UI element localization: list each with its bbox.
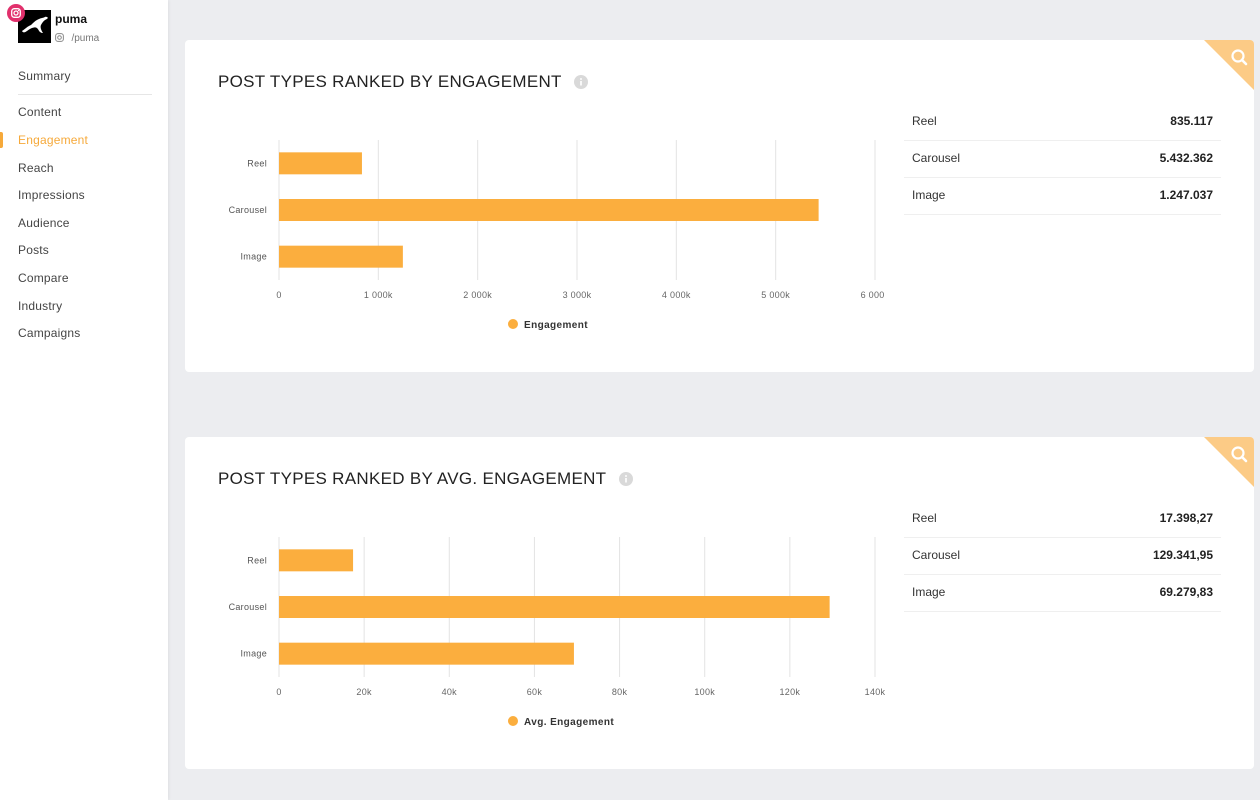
x-tick-label: 1 000k (364, 290, 393, 300)
x-tick-label: 2 000k (463, 290, 492, 300)
engagement-values-table: Reel 835.117 Carousel 5.432.362 Image 1.… (904, 104, 1221, 215)
bar (279, 199, 819, 221)
x-tick-label: 60k (527, 687, 543, 697)
row-label: Reel (912, 511, 937, 525)
y-category-label: Reel (247, 555, 267, 565)
table-row: Image 1.247.037 (904, 178, 1221, 215)
y-category-label: Image (240, 649, 267, 659)
nav-item-campaigns[interactable]: Campaigns (18, 326, 81, 340)
row-value: 5.432.362 (1159, 151, 1213, 165)
y-category-label: Carousel (229, 205, 267, 215)
table-row: Reel 835.117 (904, 104, 1221, 141)
sidebar: puma /puma Summary Content Engagement Re… (0, 0, 168, 800)
chart-legend: Avg. Engagement (508, 716, 614, 728)
y-category-label: Carousel (229, 602, 267, 612)
legend-marker (508, 319, 518, 329)
search-icon (1231, 49, 1248, 66)
row-value: 17.398,27 (1159, 511, 1213, 525)
x-tick-label: 0 (276, 687, 281, 697)
x-tick-label: 4 000k (662, 290, 691, 300)
avg-engagement-chart: 0 20k 40k 60k 80k 100k 120k 140k Reel Carousel Ima… (205, 522, 885, 747)
avg-engagement-values-table: Reel 17.398,27 Carousel 129.341,95 Image… (904, 501, 1221, 612)
bar (279, 549, 354, 572)
nav-item-reach[interactable]: Reach (18, 161, 54, 175)
row-value: 835.117 (1170, 114, 1213, 128)
search-corner-button[interactable] (1204, 40, 1254, 90)
x-tick-label: 80k (612, 687, 628, 697)
profile-name: puma (55, 12, 88, 26)
card-title: POST TYPES RANKED BY ENGAGEMENT (218, 72, 562, 91)
x-tick-label: 3 000k (563, 290, 592, 300)
row-value: 69.279,83 (1159, 585, 1213, 599)
table-row: Image 69.279,83 (904, 575, 1221, 612)
nav-active-indicator (0, 132, 3, 148)
puma-logo-icon (22, 16, 48, 33)
legend-label: Engagement (524, 320, 588, 331)
card-title: POST TYPES RANKED BY AVG. ENGAGEMENT (218, 469, 607, 488)
x-tick-label: 20k (356, 687, 372, 697)
nav-item-audience[interactable]: Audience (18, 216, 70, 230)
legend-label: Avg. Engagement (524, 717, 614, 728)
y-category-label: Image (240, 252, 267, 262)
nav-item-impressions[interactable]: Impressions (18, 188, 85, 202)
y-category-label: Reel (247, 158, 267, 168)
search-icon (1231, 446, 1248, 463)
x-tick-label: 140k (865, 687, 885, 697)
x-tick-label: 40k (442, 687, 458, 697)
info-icon[interactable] (574, 75, 589, 89)
x-tick-label: 6 000k (861, 290, 885, 300)
x-tick-label: 0 (276, 290, 281, 300)
row-label: Image (912, 188, 946, 202)
bar (279, 152, 362, 175)
table-row: Carousel 5.432.362 (904, 141, 1221, 178)
avg-engagement-card: POST TYPES RANKED BY AVG. ENGAGEMENT 0 20… (185, 437, 1254, 769)
x-tick-label: 100k (694, 687, 715, 697)
engagement-card: POST TYPES RANKED BY ENGAGEMENT 0 1 000k 2… (185, 40, 1254, 372)
nav-divider (18, 94, 152, 95)
nav-item-compare[interactable]: Compare (18, 271, 69, 285)
nav-item-summary[interactable]: Summary (18, 69, 71, 83)
row-label: Reel (912, 114, 937, 128)
row-label: Carousel (912, 151, 961, 165)
instagram-badge-icon (7, 4, 25, 22)
table-row: Reel 17.398,27 (904, 501, 1221, 538)
row-value: 129.341,95 (1152, 548, 1213, 562)
x-tick-label: 5 000k (761, 290, 790, 300)
nav-item-content[interactable]: Content (18, 105, 62, 119)
row-label: Image (912, 585, 946, 599)
nav-item-industry[interactable]: Industry (18, 299, 63, 313)
info-icon[interactable] (618, 472, 633, 486)
nav-item-engagement[interactable]: Engagement (18, 133, 89, 147)
bar (279, 245, 403, 268)
engagement-chart: 0 1 000k 2 000k 3 000k 4 000k 5 000k 6 000k Ree… (205, 125, 889, 350)
table-row: Carousel 129.341,95 (904, 538, 1221, 575)
bar (279, 596, 830, 618)
chart-legend: Engagement (508, 319, 588, 331)
x-tick-label: 120k (779, 687, 800, 697)
row-label: Carousel (912, 548, 961, 562)
instagram-icon (55, 33, 64, 42)
search-corner-button[interactable] (1204, 437, 1254, 487)
row-value: 1.247.037 (1159, 188, 1213, 202)
nav-item-posts[interactable]: Posts (18, 243, 50, 257)
profile-handle: /puma (71, 33, 100, 44)
bar (279, 642, 574, 665)
legend-marker (508, 716, 518, 726)
